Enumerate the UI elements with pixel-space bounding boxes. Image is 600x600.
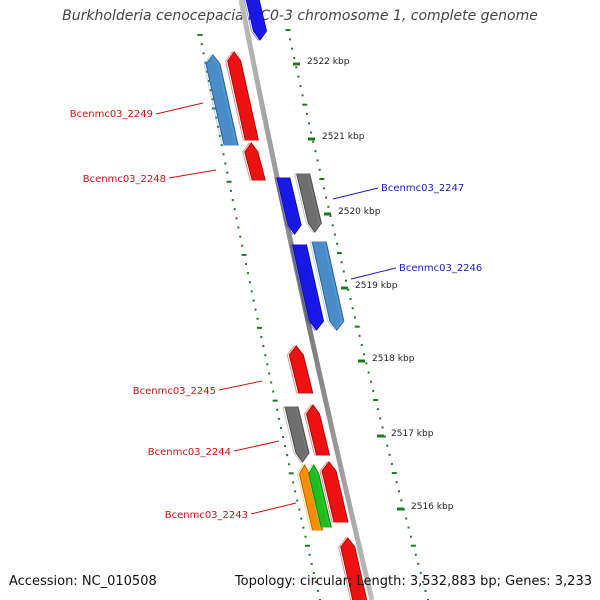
gene-arrow-highlight bbox=[282, 406, 308, 463]
gene-label: Bcenmc03_2248 bbox=[83, 174, 166, 185]
gene-arrow-highlight bbox=[319, 461, 347, 523]
gene-label: Bcenmc03_2247 bbox=[381, 183, 464, 194]
leader-line-layer bbox=[155, 102, 397, 515]
gene-arrow bbox=[340, 537, 368, 600]
gene-arrow-highlight bbox=[338, 537, 366, 600]
gene-label: Bcenmc03_2246 bbox=[399, 263, 482, 274]
scale-label: 2520 kbp bbox=[338, 207, 381, 217]
gene-arrow-highlight bbox=[274, 177, 300, 235]
gene-arrow-highlight bbox=[309, 241, 343, 331]
tick-ring-layer bbox=[197, 29, 429, 600]
gene-leader-line bbox=[332, 187, 379, 200]
gene-arrow bbox=[284, 406, 310, 463]
scale-label: 2519 kbp bbox=[355, 281, 398, 291]
gene-leader-line bbox=[233, 440, 280, 452]
gene-leader-line bbox=[155, 102, 204, 115]
gene-arrow-highlight bbox=[289, 244, 323, 331]
gene-leader-line bbox=[168, 169, 217, 179]
genome-summary-text: Topology: circular; Length: 3,532,883 bp… bbox=[234, 574, 592, 589]
gene-arrow bbox=[245, 0, 268, 41]
gene-arrow-highlight bbox=[303, 404, 329, 456]
scale-label: 2521 kbp bbox=[322, 132, 365, 142]
gene-arrow-highlight bbox=[242, 142, 264, 181]
gene-leader-line bbox=[250, 502, 297, 515]
feature-layer bbox=[203, 0, 368, 600]
gene-leader-line bbox=[350, 267, 397, 280]
gene-label: Bcenmc03_2245 bbox=[133, 386, 216, 397]
label-layer: 2522 kbp 2521 kbp 2520 kbp 2519 kbp 2518 kbp… bbox=[70, 57, 483, 521]
gene-arrow-highlight bbox=[286, 345, 312, 394]
gene-arrow-highlight bbox=[296, 463, 322, 531]
gene-label: Bcenmc03_2244 bbox=[148, 447, 231, 458]
gene-arrow-highlight bbox=[294, 173, 320, 233]
gene-label: Bcenmc03_2243 bbox=[165, 510, 248, 521]
map-title: Burkholderia cenocepacia MC0-3 chromosom… bbox=[62, 8, 538, 24]
scale-label: 2516 kbp bbox=[411, 502, 454, 512]
scale-label: 2517 kbp bbox=[391, 429, 434, 439]
scale-label: 2518 kbp bbox=[372, 354, 415, 364]
gene-label: Bcenmc03_2249 bbox=[70, 109, 153, 120]
gene-arrow-highlight bbox=[306, 463, 330, 528]
scale-label: 2522 kbp bbox=[307, 57, 350, 67]
accession-text: Accession: NC_010508 bbox=[9, 574, 157, 589]
gene-arrow-highlight bbox=[203, 54, 237, 146]
gene-arrow-highlight bbox=[243, 0, 266, 41]
gene-leader-line bbox=[218, 380, 263, 391]
gene-arrow-highlight bbox=[225, 51, 257, 141]
